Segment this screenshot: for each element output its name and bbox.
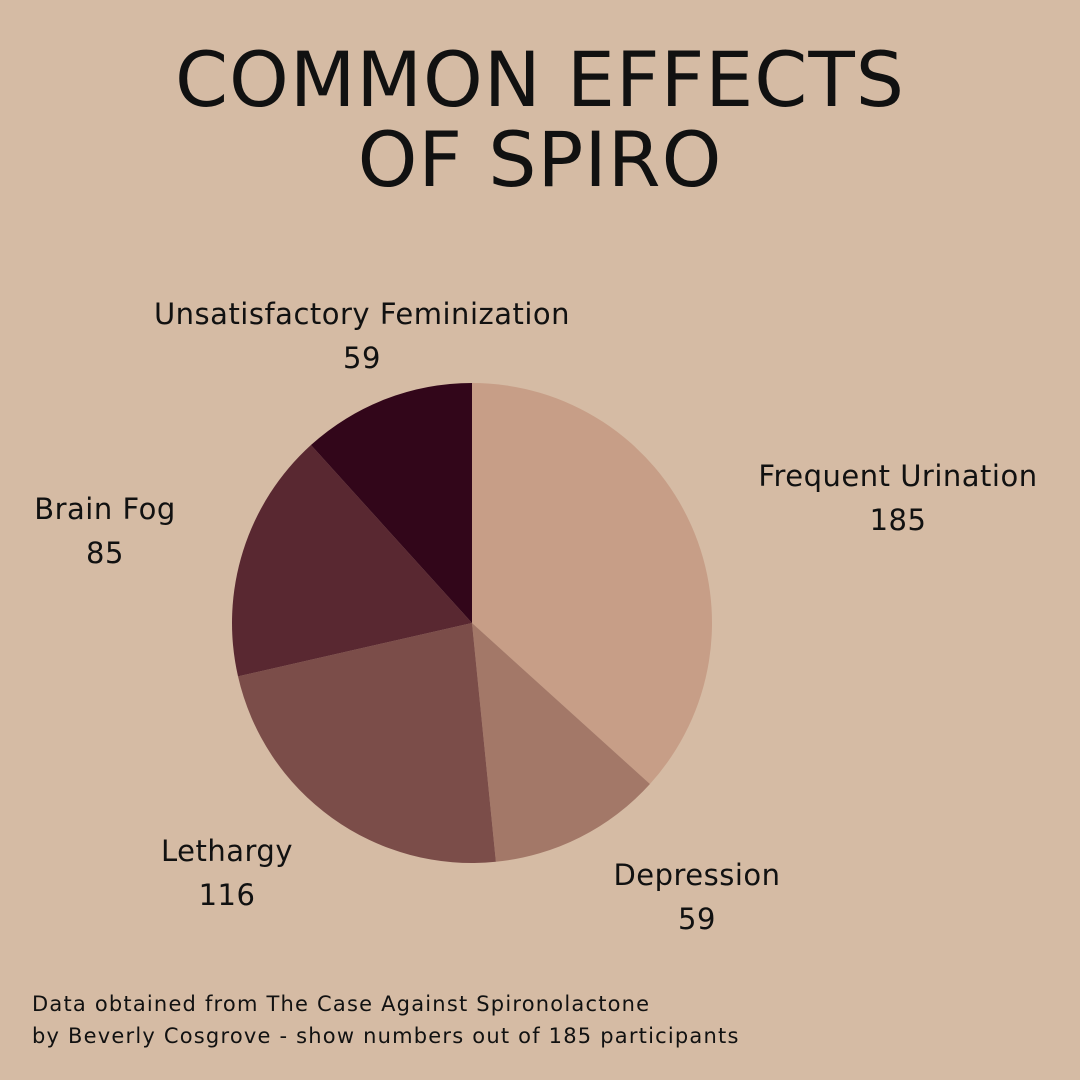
slice-value: 116 xyxy=(198,878,256,912)
chart-title-line-1: COMMON EFFECTS xyxy=(174,35,906,124)
slice-name: Depression xyxy=(613,858,781,892)
slice-value: 59 xyxy=(343,341,381,375)
slice-label-unsatisfactory-feminization: Unsatisfactory Feminization 59 xyxy=(132,292,592,380)
slice-value: 85 xyxy=(86,536,124,570)
source-footnote: Data obtained from The Case Against Spir… xyxy=(32,988,740,1052)
slice-value: 59 xyxy=(678,902,716,936)
chart-title: COMMON EFFECTS OF SPIRO xyxy=(0,40,1080,200)
slice-value: 185 xyxy=(869,503,927,537)
slice-label-brain-fog: Brain Fog 85 xyxy=(15,487,195,575)
slice-label-lethargy: Lethargy 116 xyxy=(127,829,327,917)
pie-slice-brain-fog xyxy=(232,445,472,677)
slice-name: Frequent Urination xyxy=(758,459,1038,493)
slice-label-frequent-urination: Frequent Urination 185 xyxy=(748,454,1048,542)
slice-name: Lethargy xyxy=(161,834,293,868)
footnote-line-1: Data obtained from The Case Against Spir… xyxy=(32,992,651,1016)
slice-name: Unsatisfactory Feminization xyxy=(153,297,571,331)
pie-slice-depression xyxy=(472,623,650,862)
slice-name: Brain Fog xyxy=(34,492,176,526)
pie-slice-unsatisfactory-feminization xyxy=(310,383,472,623)
pie-slice-frequent-urination xyxy=(472,383,712,785)
chart-title-line-2: OF SPIRO xyxy=(357,115,723,204)
slice-label-depression: Depression 59 xyxy=(597,853,797,941)
pie-slice-lethargy xyxy=(238,623,496,863)
footnote-line-2: by Beverly Cosgrove - show numbers out o… xyxy=(32,1024,740,1048)
